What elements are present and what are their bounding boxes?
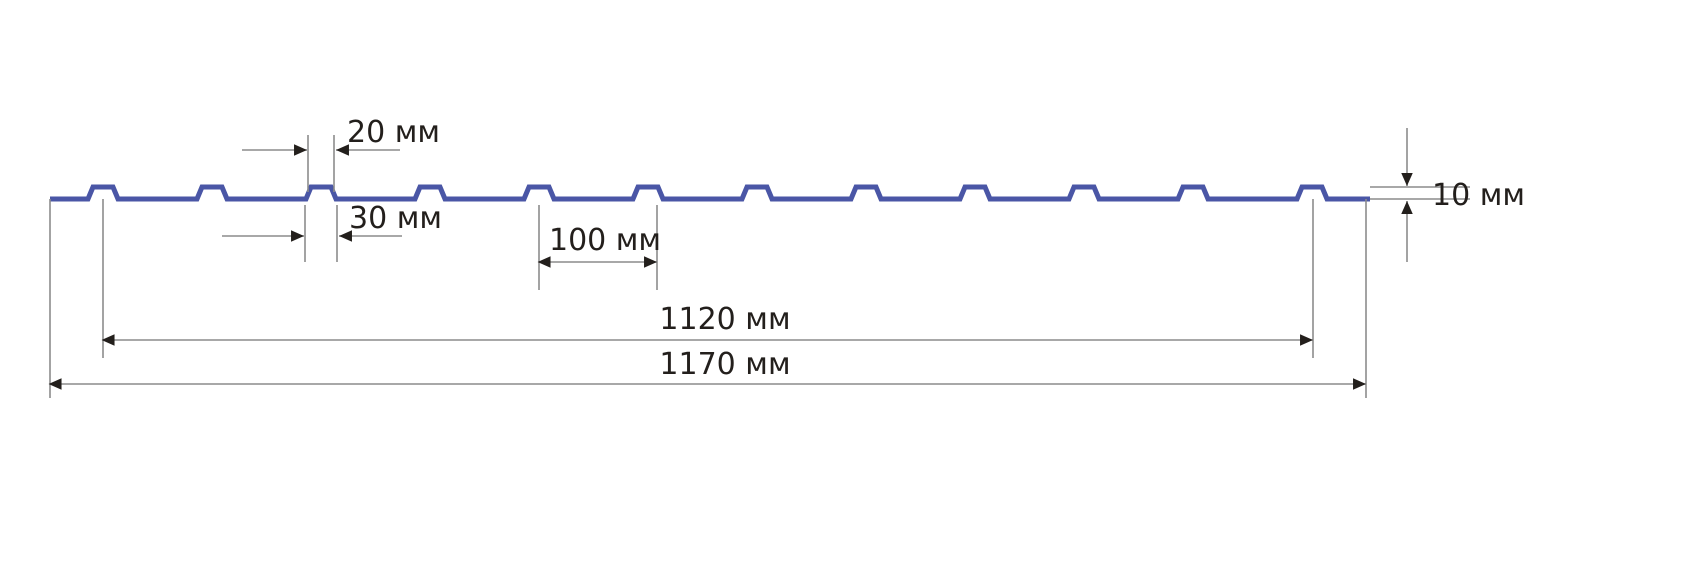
- dimension-rib-top-width: 20 мм: [242, 115, 440, 192]
- dimension-rib-base-width: 30 мм: [222, 201, 442, 262]
- dim-label-rib-base-width: 30 мм: [349, 201, 442, 236]
- dim-label-working-width: 1120 мм: [659, 302, 790, 337]
- dim-label-rib-height: 10 мм: [1432, 178, 1525, 213]
- dimension-total-width: 1170 мм: [48, 199, 1367, 398]
- dimension-working-width: 1120 мм: [101, 199, 1314, 358]
- sheet-profile: [50, 184, 1370, 202]
- dim-label-rib-top-width: 20 мм: [347, 115, 440, 150]
- dim-label-rib-pitch: 100 мм: [549, 223, 661, 258]
- dim-label-total-width: 1170 мм: [659, 347, 790, 382]
- dimension-rib-pitch: 100 мм: [537, 205, 661, 290]
- dimension-rib-height: 10 мм: [1370, 128, 1525, 262]
